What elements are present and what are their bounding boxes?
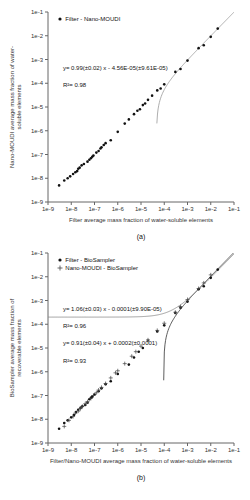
html-text:Filter - Nano-MOUDI: Filter - Nano-MOUDI — [65, 16, 121, 22]
svg-text:1e-4: 1e-4 — [31, 321, 44, 327]
svg-text:1e-3: 1e-3 — [31, 57, 44, 63]
svg-text:1e-9: 1e-9 — [42, 447, 55, 453]
svg-text:1e-9: 1e-9 — [42, 206, 55, 212]
html-text:Nano-MOUDI average mass fracti: Nano-MOUDI average mass fraction of wate… — [9, 46, 22, 168]
html-text:Filter/Nano-MOUDI average mass: Filter/Nano-MOUDI average mass fraction … — [50, 458, 232, 464]
svg-text:1e-6: 1e-6 — [112, 447, 125, 453]
svg-text:1e-9: 1e-9 — [31, 440, 44, 446]
svg-text:1e-7: 1e-7 — [31, 152, 44, 158]
svg-text:1e-8: 1e-8 — [65, 206, 78, 212]
svg-text:1e-9: 1e-9 — [31, 199, 44, 205]
html-text:(a): (a) — [136, 233, 146, 240]
svg-text:1e-6: 1e-6 — [112, 206, 125, 212]
svg-text:1e-2: 1e-2 — [205, 447, 218, 453]
svg-text:1e-8: 1e-8 — [31, 175, 44, 181]
html-text:R²= 0.93: R²= 0.93 — [62, 357, 87, 364]
svg-text:1e-1: 1e-1 — [228, 206, 241, 212]
svg-text:1e-2: 1e-2 — [31, 33, 44, 39]
svg-text:1e-6: 1e-6 — [31, 369, 44, 375]
svg-text:1e-8: 1e-8 — [65, 447, 78, 453]
html-text:BioSampler average mass fracti: BioSampler average mass fraction of reco… — [9, 298, 22, 398]
svg-text:1e-4: 1e-4 — [31, 80, 44, 86]
html-text:Nano-MOUDI - BioSampler: Nano-MOUDI - BioSampler — [65, 265, 138, 271]
html-text:Filter - BioSampler: Filter - BioSampler — [65, 257, 115, 263]
html-text:Filter average mass fraction o: Filter average mass fraction of water-so… — [69, 217, 213, 223]
svg-text:1e-7: 1e-7 — [88, 206, 101, 212]
svg-text:1e-3: 1e-3 — [181, 447, 194, 453]
svg-text:1e-5: 1e-5 — [135, 206, 148, 212]
html-text:y= 0.91(±0.04) x + 0.0002(±0.0: y= 0.91(±0.04) x + 0.0002(±0.0001) — [62, 340, 158, 347]
html-text:y= 1.06(±0.03) x - 0.0001(±9.9: y= 1.06(±0.03) x - 0.0001(±9.90E-05) — [62, 306, 162, 313]
svg-text:1e-5: 1e-5 — [31, 345, 44, 351]
svg-text:1e-6: 1e-6 — [31, 128, 44, 134]
svg-text:1e-3: 1e-3 — [181, 206, 194, 212]
svg-text:1e-5: 1e-5 — [31, 104, 44, 110]
svg-text:1e-7: 1e-7 — [31, 393, 44, 399]
html-text:y= 0.99(±0.02) x - 4.56E-05(±9: y= 0.99(±0.02) x - 4.56E-05(±9.61E-05) — [62, 65, 168, 72]
svg-text:1e-4: 1e-4 — [158, 447, 171, 453]
svg-text:1e-4: 1e-4 — [158, 206, 171, 212]
svg-text:1e-3: 1e-3 — [31, 298, 44, 304]
svg-text:1e-2: 1e-2 — [31, 274, 44, 280]
svg-text:1e-1: 1e-1 — [228, 447, 241, 453]
html-text:(b): (b) — [136, 474, 146, 481]
html-text:R²= 0.96: R²= 0.96 — [62, 323, 87, 330]
svg-text:1e-5: 1e-5 — [135, 447, 148, 453]
svg-text:1e-7: 1e-7 — [88, 447, 101, 453]
svg-text:1e-8: 1e-8 — [31, 416, 44, 422]
svg-text:1e-1: 1e-1 — [31, 9, 44, 15]
svg-text:1e-1: 1e-1 — [31, 250, 44, 256]
html-text:R²= 0.98: R²= 0.98 — [62, 82, 87, 89]
svg-text:1e-2: 1e-2 — [205, 206, 218, 212]
